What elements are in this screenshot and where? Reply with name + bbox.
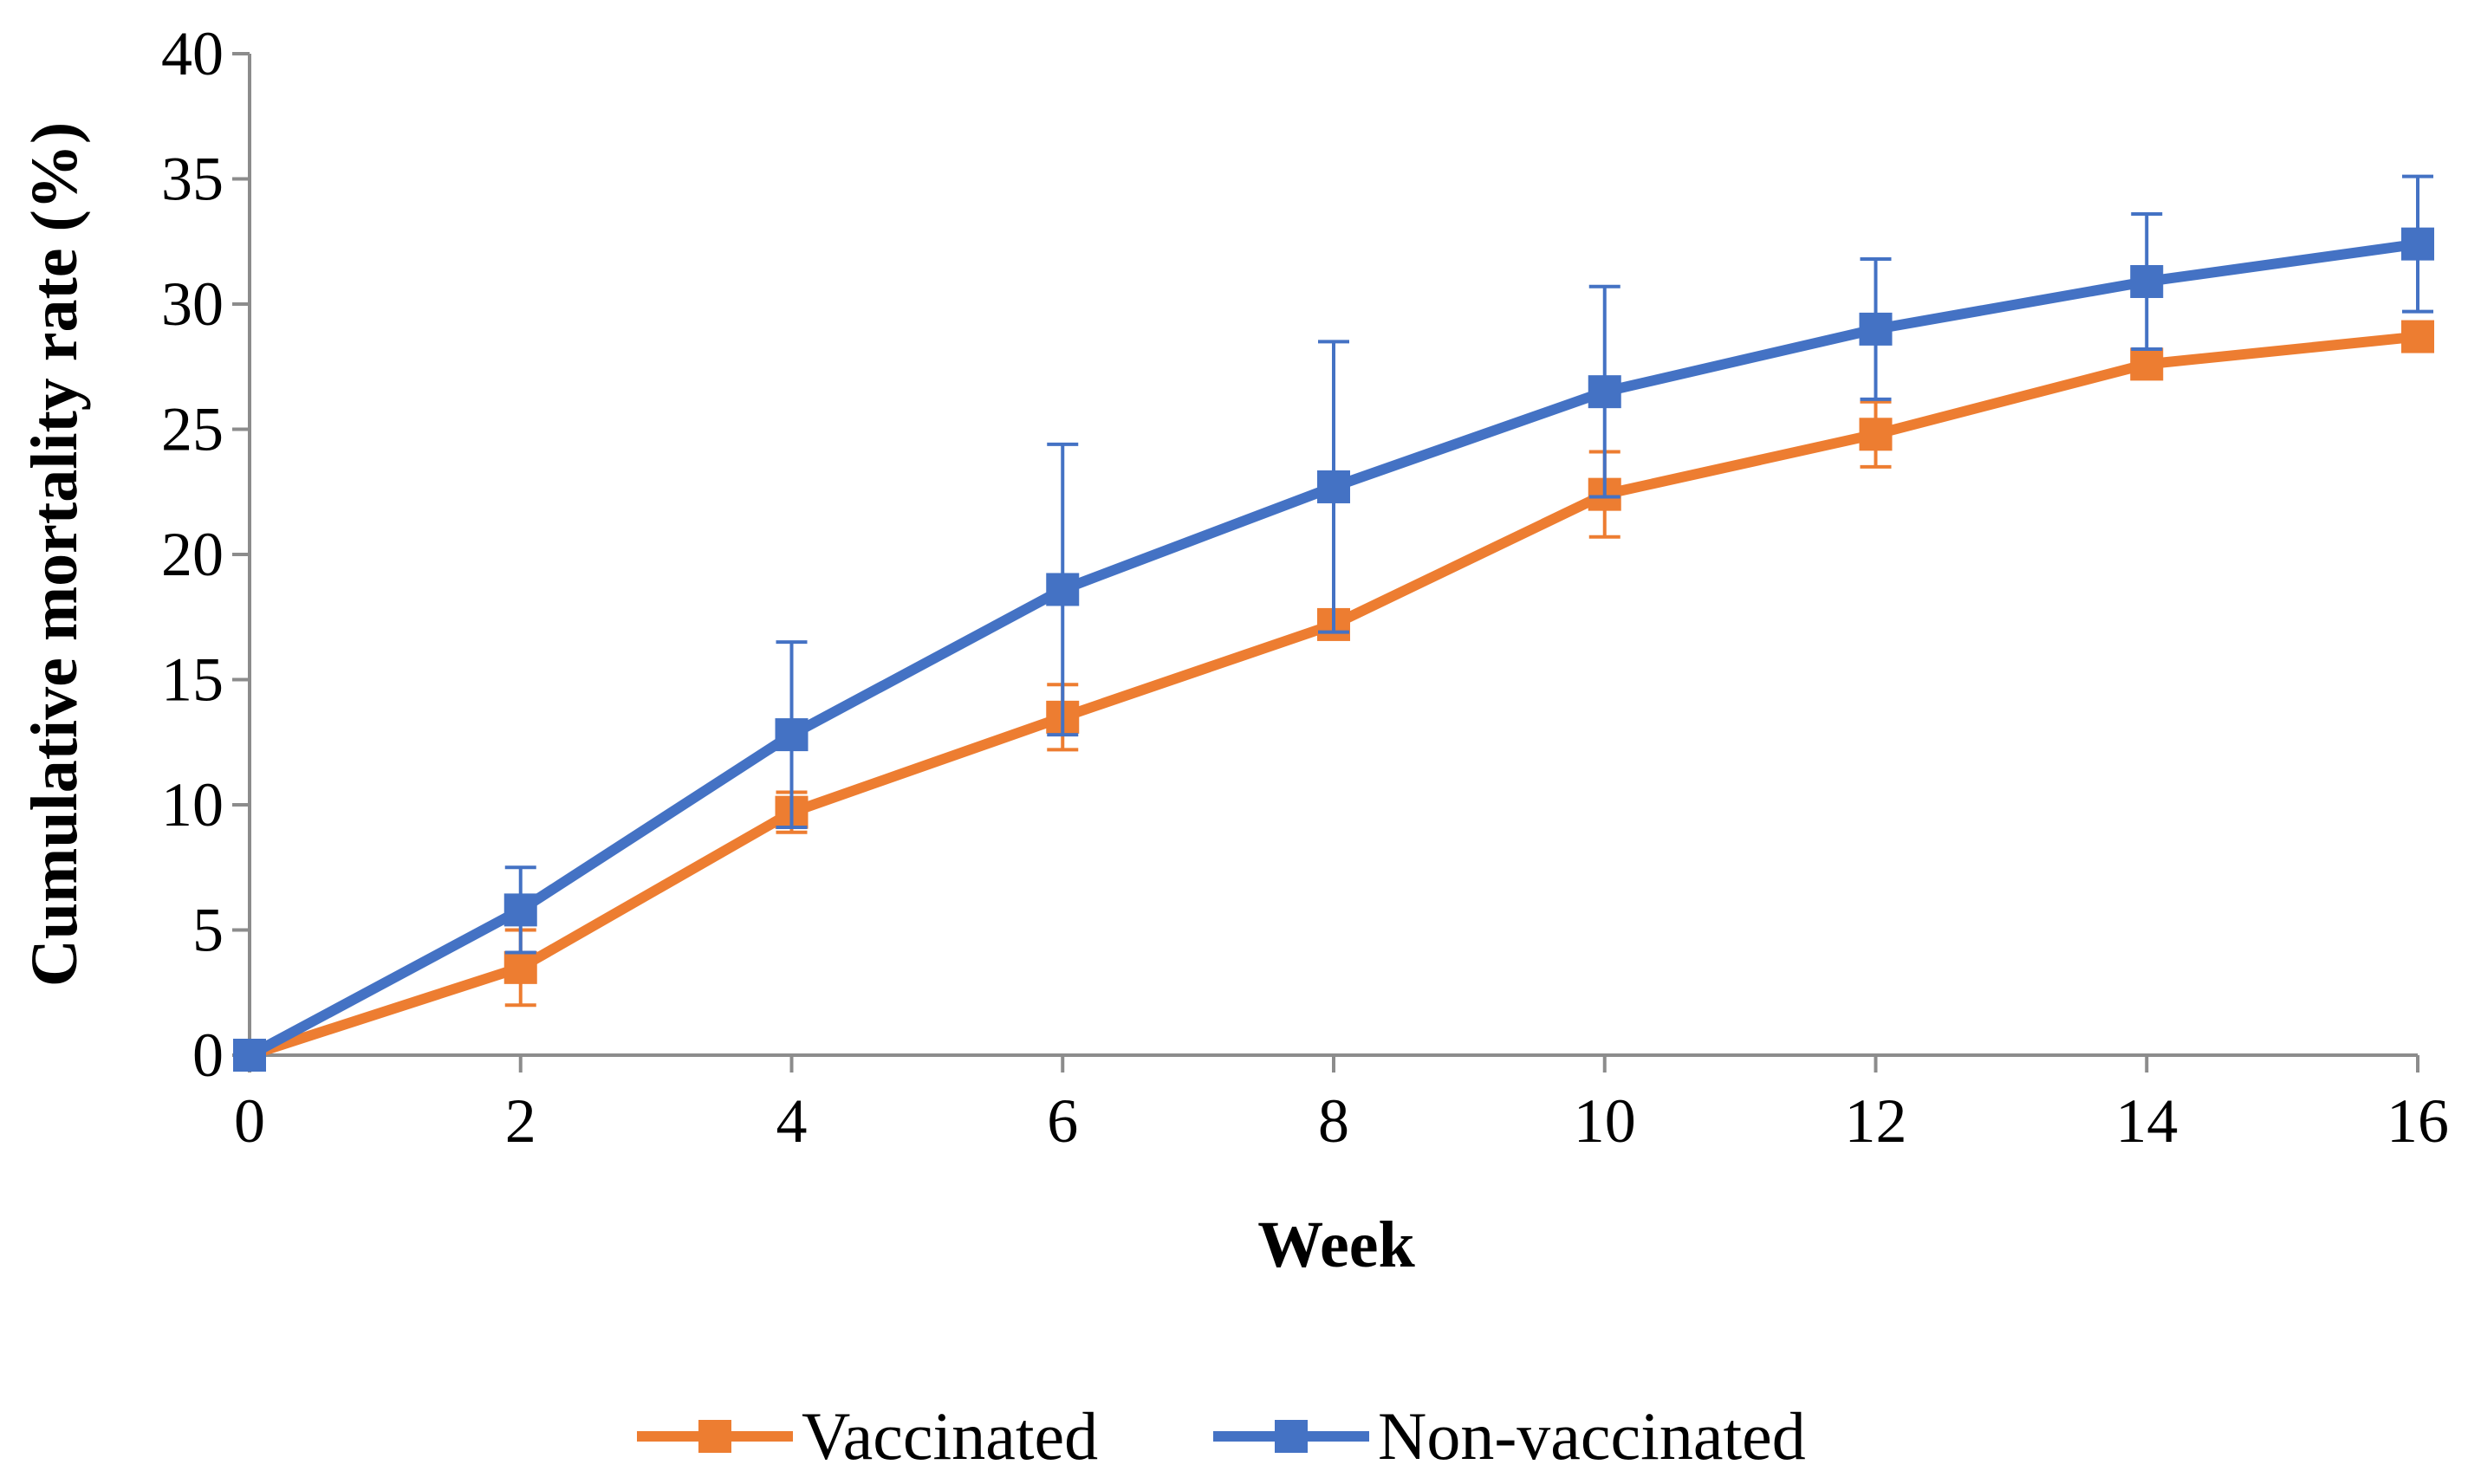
x-tick-label: 12 (1845, 1086, 1907, 1156)
legend: Vaccinated Non-vaccinated (637, 1398, 1806, 1474)
y-tick-label: 25 (161, 395, 224, 464)
y-tick-label: 35 (161, 145, 224, 214)
x-axis-ticks: 0 2 4 6 8 10 12 14 16 (234, 1055, 2449, 1156)
legend-item: Vaccinated (637, 1398, 1098, 1474)
data-point-marker (233, 1039, 266, 1072)
legend-item: Non-vaccinated (1213, 1398, 1806, 1474)
series-non-vaccinated (233, 174, 2434, 1072)
data-point-marker (1317, 470, 1350, 503)
x-tick-label: 2 (505, 1086, 536, 1156)
x-tick-label: 14 (2115, 1086, 2178, 1156)
data-point-marker (2130, 347, 2164, 381)
x-tick-label: 6 (1047, 1086, 1078, 1156)
data-point-marker (1859, 418, 1893, 451)
legend-marker (1275, 1420, 1308, 1453)
legend-label: Vaccinated (802, 1398, 1098, 1474)
y-tick-label: 15 (161, 645, 224, 715)
y-tick-label: 5 (192, 896, 224, 965)
y-axis-ticks: 0 5 10 15 20 25 30 35 40 (161, 19, 250, 1090)
x-tick-label: 8 (1318, 1086, 1349, 1156)
y-tick-label: 30 (161, 269, 224, 339)
x-tick-label: 0 (234, 1086, 265, 1156)
data-point-marker (2401, 227, 2434, 261)
data-point-marker (2130, 264, 2164, 298)
legend-label: Non-vaccinated (1378, 1398, 1806, 1474)
data-point-marker (1859, 312, 1893, 346)
data-point-marker (1046, 573, 1080, 606)
x-tick-label: 16 (2387, 1086, 2449, 1156)
y-axis-title: Cumulative mortality rate (%) (18, 122, 91, 987)
legend-marker (698, 1420, 731, 1453)
y-tick-label: 10 (161, 770, 224, 839)
series-layer (233, 174, 2434, 1072)
data-point-marker (503, 893, 537, 927)
y-tick-label: 20 (161, 520, 224, 589)
data-point-marker (503, 950, 537, 984)
x-tick-label: 10 (1574, 1086, 1636, 1156)
x-tick-label: 4 (776, 1086, 808, 1156)
y-tick-label: 40 (161, 19, 224, 88)
x-axis-title: Week (1257, 1209, 1415, 1281)
data-point-marker (775, 718, 809, 752)
data-point-marker (1588, 375, 1621, 409)
data-point-marker (2401, 320, 2434, 353)
y-tick-label: 0 (192, 1021, 224, 1090)
